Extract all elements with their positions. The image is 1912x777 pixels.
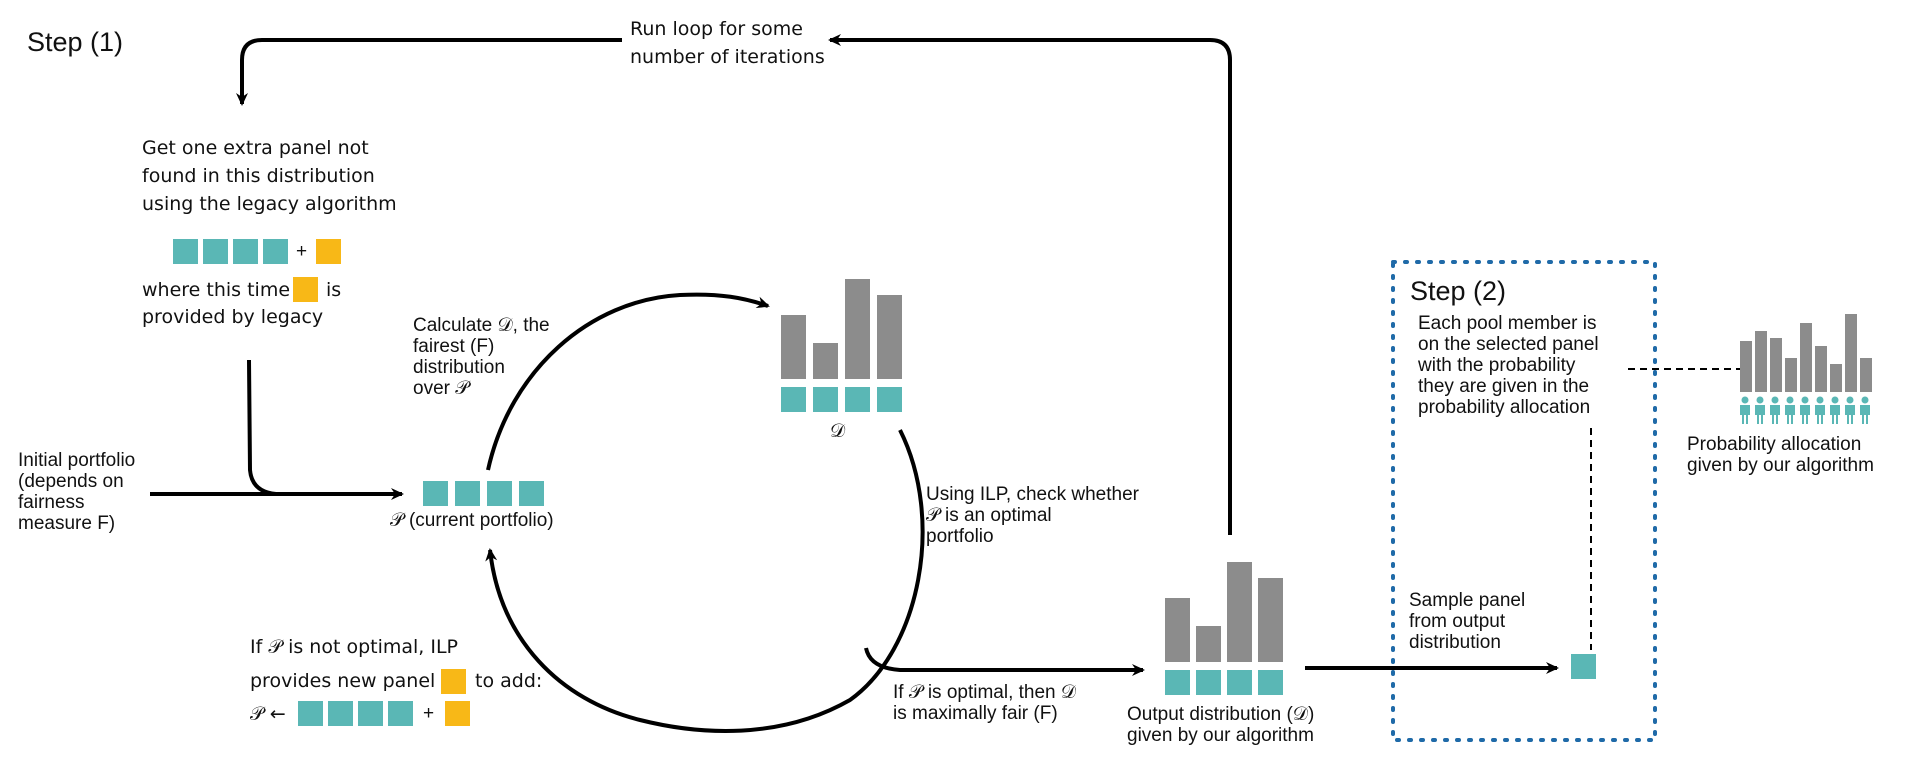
- output-panel-square: [1227, 670, 1252, 695]
- person-icon: [1815, 396, 1825, 424]
- legacy-to-portfolio-arrow: [247, 359, 400, 496]
- people-row: [1740, 396, 1870, 424]
- person-icon: [1845, 396, 1855, 424]
- prob-bar: [1800, 323, 1812, 392]
- extra-panel-text: Get one extra panel not found in this di…: [142, 137, 397, 215]
- prob-bar: [1845, 314, 1857, 392]
- step2-title: Step (2): [1410, 276, 1507, 306]
- teal-panel-square: [388, 701, 413, 726]
- portfolio-square: [455, 481, 480, 506]
- optimal-branch-arrow: [864, 647, 1145, 676]
- person-icon: [1740, 396, 1750, 424]
- portfolio-square: [487, 481, 512, 506]
- person-icon: [1755, 396, 1765, 424]
- where-text-pre: where this time: [142, 279, 291, 301]
- prob-bar: [1755, 331, 1767, 392]
- dist-bar: [813, 343, 838, 379]
- plus-sign: +: [423, 703, 435, 724]
- optimal-label: If 𝒫 is optimal, then 𝒟 is maximally fai…: [893, 682, 1077, 724]
- portfolio-square: [423, 481, 448, 506]
- dist-symbol: 𝒟: [830, 421, 846, 442]
- loop-arrow-left-segment: [236, 38, 622, 106]
- teal-panel-square: [233, 239, 258, 264]
- person-icon: [1785, 396, 1795, 424]
- prob-bar: [1860, 358, 1872, 392]
- prob-bar: [1770, 338, 1782, 392]
- person-icon: [1830, 396, 1840, 424]
- output-bar: [1227, 562, 1252, 662]
- person-icon: [1770, 396, 1780, 424]
- prob-bar: [1785, 358, 1797, 392]
- prob-bar: [1815, 346, 1827, 392]
- not-optimal-line1: If 𝒫 is not optimal, ILP: [250, 636, 459, 658]
- pool-member-label: Each pool member is on the selected pane…: [1418, 313, 1599, 418]
- teal-panel-square: [173, 239, 198, 264]
- dist-bar: [877, 295, 902, 379]
- portfolio-square: [519, 481, 544, 506]
- plus-sign: +: [296, 241, 308, 262]
- dist-panel-square: [813, 387, 838, 412]
- person-icon: [1860, 396, 1870, 424]
- calculate-label: Calculate 𝒟, the fairest (F) distributio…: [413, 315, 550, 399]
- update-prefix: 𝒫 ←: [250, 703, 286, 725]
- teal-panel-square: [203, 239, 228, 264]
- not-optimal-line2-pre: provides new panel: [250, 670, 436, 692]
- output-bar: [1165, 598, 1190, 662]
- person-icon: [1800, 396, 1810, 424]
- teal-panel-square: [298, 701, 323, 726]
- loop-arrow-right-segment: [828, 34, 1232, 535]
- output-bar: [1196, 626, 1221, 662]
- output-distribution-label: Output distribution (𝒟) given by our alg…: [1127, 704, 1315, 746]
- dist-bar: [781, 315, 806, 379]
- gold-panel-square: [293, 277, 318, 302]
- dist-panel-square: [877, 387, 902, 412]
- step1-title: Step (1): [27, 27, 124, 57]
- loop-label: Run loop for some number of iterations: [630, 18, 825, 68]
- prob-bar: [1740, 341, 1752, 392]
- where-text-line2: provided by legacy: [142, 306, 324, 328]
- dist-panel-square: [845, 387, 870, 412]
- current-portfolio-label: 𝒫 (current portfolio): [390, 510, 554, 531]
- teal-panel-square: [358, 701, 383, 726]
- teal-panel-square: [263, 239, 288, 264]
- not-optimal-line2-post: to add:: [475, 670, 543, 692]
- output-panel-square: [1258, 670, 1283, 695]
- where-text-post: is: [326, 279, 342, 301]
- gold-panel-square: [316, 239, 341, 264]
- ilp-check-label: Using ILP, check whether 𝒫 is an optimal…: [926, 484, 1139, 547]
- output-panel-square: [1165, 670, 1190, 695]
- ilp-check-arc: [485, 429, 925, 733]
- dist-panel-square: [781, 387, 806, 412]
- teal-panel-square: [328, 701, 353, 726]
- sampled-panel-square: [1571, 654, 1596, 679]
- sample-panel-label: Sample panel from output distribution: [1409, 590, 1526, 653]
- output-panel-square: [1196, 670, 1221, 695]
- output-bar: [1258, 578, 1283, 662]
- gold-panel-square: [441, 669, 466, 694]
- prob-allocation-label: Probability allocation given by our algo…: [1687, 434, 1874, 476]
- initial-portfolio-label: Initial portfolio (depends on fairness m…: [18, 450, 136, 534]
- step2-box: [1391, 260, 1657, 742]
- calculate-arc: [486, 292, 770, 471]
- gold-panel-square: [445, 701, 470, 726]
- prob-bar: [1830, 364, 1842, 392]
- dist-bar: [845, 279, 870, 379]
